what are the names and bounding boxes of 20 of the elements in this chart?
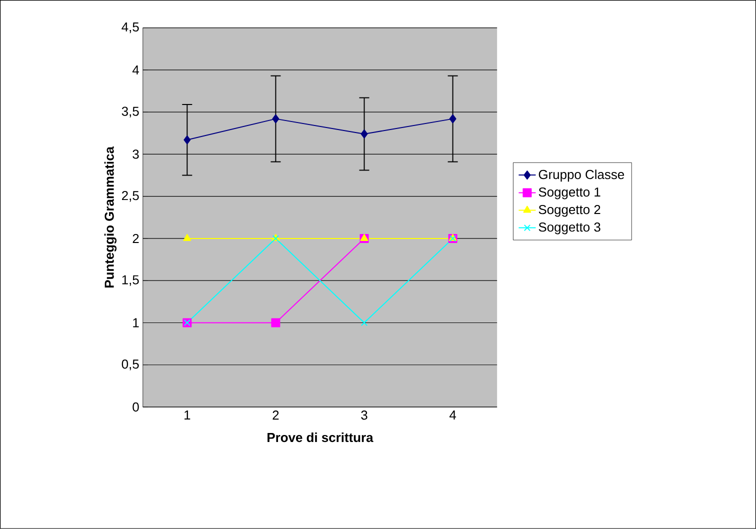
legend-label: Soggetto 3 (538, 222, 600, 234)
x-tick-label: 2 (272, 410, 279, 420)
legend-label: Soggetto 2 (538, 205, 600, 217)
y-tick-label: 3,5 (122, 106, 139, 118)
y-tick-label: 4,5 (122, 22, 139, 34)
x-tick-label: 1 (184, 410, 190, 420)
y-tick-label: 3 (132, 150, 139, 159)
y-tick-label: 2,5 (122, 191, 139, 202)
y-tick-label: 4 (132, 66, 139, 74)
legend-label: Soggetto 1 (538, 188, 600, 200)
y-tick-label: 0,5 (122, 360, 139, 370)
x-tick-label: 3 (361, 410, 368, 420)
y-tick-label: 2 (132, 234, 139, 244)
x-tick-label: 4 (449, 410, 456, 420)
y-axis-title: Punteggio Grammatica (104, 146, 117, 288)
legend-label: Gruppo Classe (538, 170, 624, 182)
y-tick-label: 1,5 (122, 275, 139, 286)
y-tick-label: 1 (133, 318, 139, 328)
x-axis-title: Prove di scrittura (268, 432, 374, 442)
y-tick-label: 0 (132, 402, 139, 412)
